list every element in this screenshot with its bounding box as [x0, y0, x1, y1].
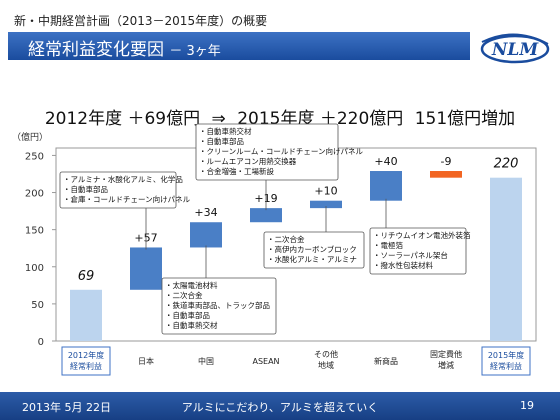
category-label-box: [61, 346, 111, 376]
footer-date: 2013年 5月 22日: [22, 401, 111, 414]
callout-text: ・自動車熱交材: [165, 320, 218, 330]
chart-bar: [250, 208, 282, 223]
chart-bar: [70, 289, 102, 341]
chart-bar: [310, 200, 342, 209]
delta-value-label: +10: [314, 185, 337, 198]
callout-box: [263, 231, 365, 269]
callout-text: ・ソーラーパネル架台: [373, 250, 448, 260]
logo-text: NLM: [491, 40, 539, 60]
page-title-suffix: － 3ヶ年: [169, 44, 221, 59]
callout-box: [369, 227, 467, 275]
category-label-box: [481, 346, 531, 376]
x-category-label: 増減: [438, 360, 454, 370]
page-title: 経常利益変化要因: [28, 40, 164, 60]
x-category-label: 2012年度: [68, 350, 104, 360]
callout-text: ・撥水性包装材料: [373, 260, 433, 270]
delta-value-label: +34: [194, 206, 217, 219]
headline-increase: 151億円増加: [414, 109, 516, 129]
x-category-label: 経常利益: [70, 361, 102, 371]
chart-bar: [190, 222, 222, 248]
x-category-label: 経常利益: [490, 361, 522, 371]
y-tick-label: 0: [38, 337, 44, 348]
x-category-label: 新商品: [374, 356, 398, 366]
total-value-label: 69: [78, 269, 95, 284]
company-logo: NLM: [478, 28, 552, 68]
page-number: 19: [520, 399, 534, 412]
y-axis-unit: （億円）: [12, 131, 48, 143]
headline-2012: 2012年度 ＋69億円: [44, 109, 201, 129]
x-category-label: その他: [314, 349, 338, 359]
page-subtitle: 新・中期経営計画（2013－2015年度）の概要: [14, 14, 268, 28]
delta-value-label: +40: [374, 155, 397, 168]
x-category-label: 日本: [138, 356, 154, 366]
total-value-label: 220: [494, 157, 519, 172]
callout-text: ・高伊内カーボンブロック: [267, 244, 357, 254]
callout-text: ・リチウムイオン電池外装箔: [373, 230, 471, 240]
callout-text: ・ルームエアコン用熱交換器: [199, 156, 297, 166]
footer-bar: 2013年 5月 22日 アルミにこだわり、アルミを超えていく 19: [0, 392, 560, 420]
footer-slogan: アルミにこだわり、アルミを超えていく: [181, 401, 379, 414]
page-title-wrap: 経常利益変化要因 － 3ヶ年: [28, 35, 221, 60]
x-category-label: ASEAN: [252, 357, 279, 366]
callout-text: ・クリーンルーム・コールドチェーン向けパネル: [199, 146, 364, 156]
y-tick-label: 250: [25, 151, 44, 162]
callout-text: ・電極箔: [373, 240, 403, 250]
callout-box: [161, 277, 277, 335]
callout-text: ・太陽電池材料: [165, 280, 218, 290]
callout-text: ・自動車部品: [165, 310, 210, 320]
y-tick-label: 150: [25, 226, 44, 237]
callout-text: ・自動車部品: [199, 136, 244, 146]
chart-bar: [130, 247, 162, 290]
x-category-label: 固定費他: [430, 349, 462, 359]
callout-text: ・自動車部品: [63, 184, 108, 194]
x-category-label: 2015年度: [488, 350, 524, 360]
callout-text: ・アルミナ・水酸化アルミ、化学品: [63, 174, 183, 184]
title-bar: 経常利益変化要因 － 3ヶ年: [8, 32, 470, 60]
callout-text: ・水酸化アルミ・アルミナ: [267, 254, 357, 264]
chart-bar: [370, 171, 402, 201]
x-category-label: 地域: [318, 360, 334, 370]
callout-box: [59, 171, 177, 209]
chart-bar: [490, 177, 522, 341]
callout-box: [195, 123, 339, 181]
y-tick-label: 50: [31, 300, 44, 311]
callout-text: ・自動車熱交材: [199, 126, 252, 136]
callout-text: ・二次合金: [165, 290, 203, 300]
callout-text: ・合金増強・工場新設: [199, 166, 274, 176]
callout-text: ・倉庫・コールドチェーン向けパネル: [63, 194, 191, 204]
y-tick-label: 100: [25, 263, 44, 274]
chart-bar: [430, 171, 462, 178]
y-tick-label: 200: [25, 189, 44, 200]
callout-text: ・二次合金: [267, 234, 305, 244]
callout-text: ・鉄道車両部品、トラック部品: [165, 300, 270, 310]
delta-value-label: -9: [441, 155, 452, 168]
x-category-label: 中国: [198, 356, 214, 366]
